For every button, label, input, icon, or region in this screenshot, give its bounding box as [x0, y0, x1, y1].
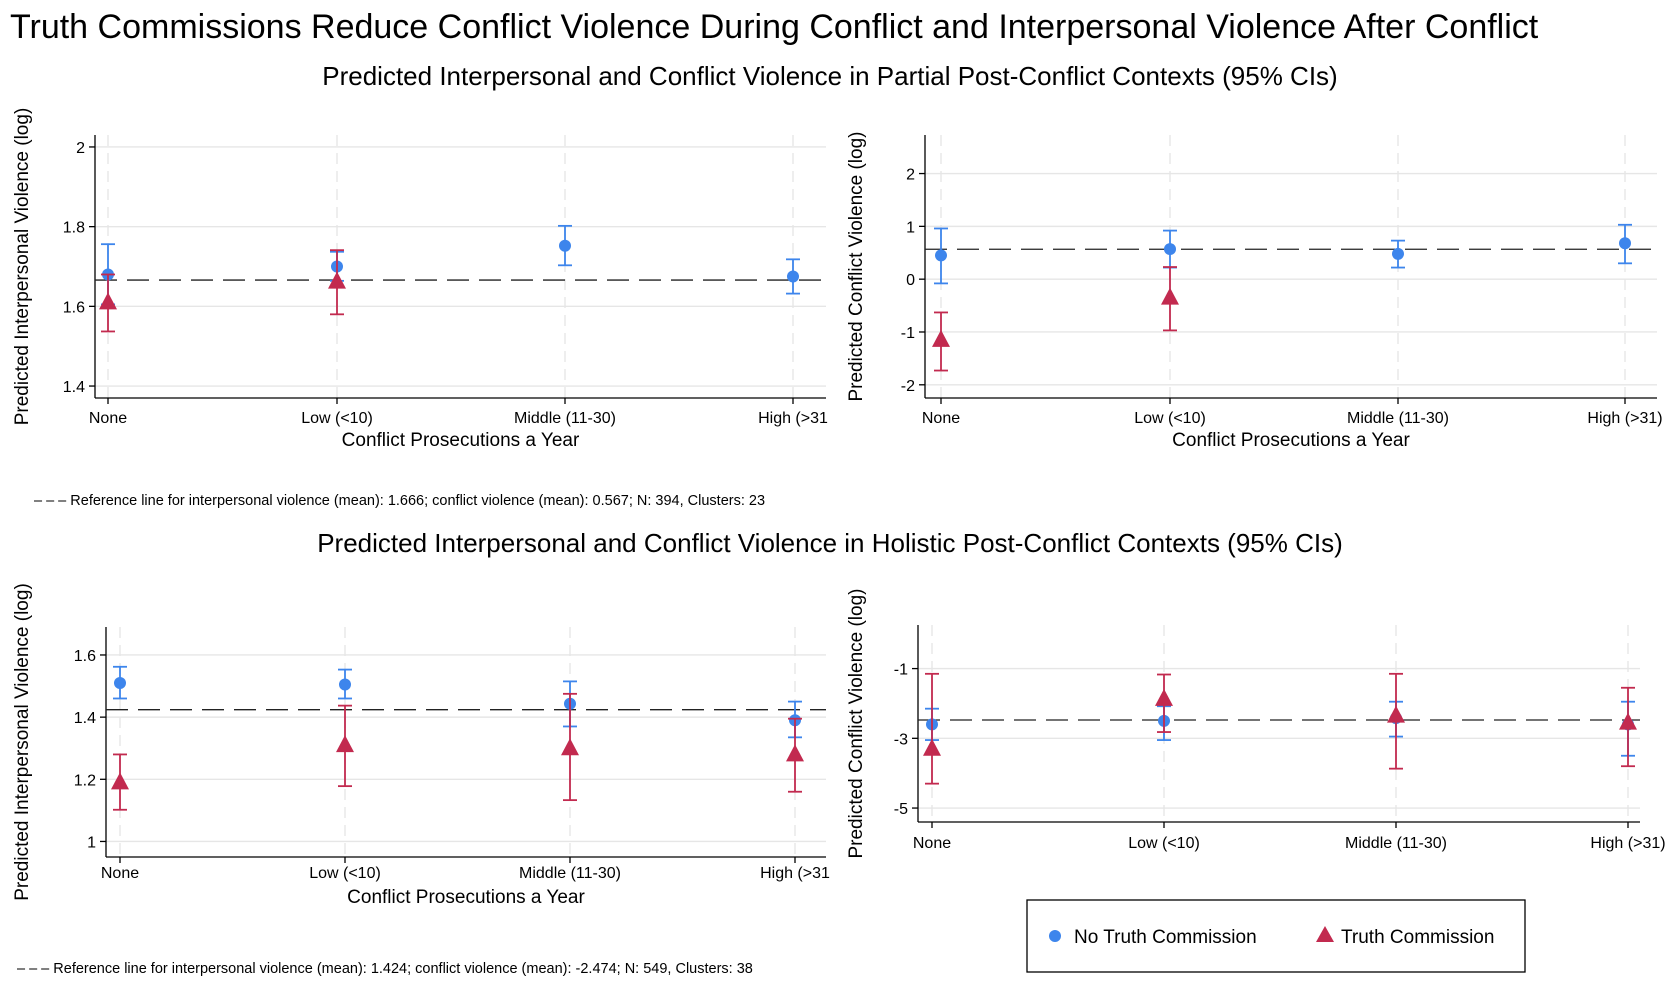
point-no-truth-commission: [935, 249, 947, 262]
y-tick-label: 0: [906, 272, 915, 289]
x-tick-label: High (>31: [758, 410, 828, 427]
point-no-truth-commission: [559, 239, 571, 252]
figure-title: Truth Commissions Reduce Conflict Violen…: [10, 8, 1539, 46]
point-truth-commission: [336, 735, 354, 753]
x-tick-label: Low (<10): [1128, 835, 1200, 852]
point-truth-commission: [786, 744, 804, 762]
partial-note: – – – Reference line for interpersonal v…: [34, 493, 765, 509]
x-tick-label: Low (<10): [1134, 410, 1206, 427]
point-truth-commission: [1619, 712, 1637, 730]
plot-partial-interpersonal: 1.4 1.6 1.8 2 None Low (<10) Middle (11-30) Hig…: [12, 108, 828, 451]
y-axis-label: Predicted Interpersonal Violence (log): [12, 108, 33, 426]
legend-label-tc: Truth Commission: [1341, 927, 1494, 948]
y-tick-label: 1.2: [74, 772, 96, 789]
point-truth-commission: [328, 271, 346, 289]
x-tick-label: None: [913, 835, 951, 852]
x-tick-label: Middle (11-30): [514, 410, 616, 427]
point-truth-commission: [1155, 688, 1173, 706]
plot-holistic-conflict: -5 -3 -1 None Low (<10) Middle (11-30) High (>…: [846, 588, 1666, 858]
y-tick-label: 1.8: [63, 220, 85, 237]
plot-partial-conflict: -2 -1 0 1 2 None Low (<10) Middle (11-30) High (…: [846, 131, 1663, 451]
x-tick-label: Middle (11-30): [1345, 835, 1447, 852]
y-axis-label: Predicted Conflict Violence (log): [846, 588, 867, 858]
point-no-truth-commission: [787, 270, 799, 283]
y-axis-label: Predicted Conflict Violence (log): [846, 131, 867, 401]
point-no-truth-commission: [339, 678, 351, 691]
point-no-truth-commission: [1619, 237, 1631, 250]
point-no-truth-commission: [1392, 247, 1404, 260]
y-tick-label: 1.4: [63, 379, 85, 396]
partial-subtitle: Predicted Interpersonal and Conflict Vio…: [322, 61, 1337, 91]
point-truth-commission: [111, 772, 129, 790]
legend: No Truth Commission Truth Commission: [1026, 899, 1526, 973]
y-tick-label: 2: [76, 140, 85, 157]
x-tick-label: Middle (11-30): [1347, 410, 1449, 427]
x-tick-label: High (>31: [760, 865, 830, 882]
point-no-truth-commission: [114, 676, 126, 689]
point-truth-commission: [99, 292, 117, 310]
x-tick-label: None: [922, 410, 960, 427]
holistic-note: – – – Reference line for interpersonal v…: [17, 961, 753, 977]
x-tick-label: High (>31): [1587, 410, 1662, 427]
y-tick-label: 1: [87, 834, 96, 851]
x-tick-label: Low (<10): [301, 410, 373, 427]
y-tick-label: 2: [906, 167, 915, 184]
y-tick-label: 1.4: [74, 710, 96, 727]
point-truth-commission: [1161, 287, 1179, 305]
y-tick-label: -5: [894, 801, 908, 818]
point-truth-commission: [932, 329, 950, 347]
x-axis-label: Conflict Prosecutions a Year: [347, 887, 585, 908]
point-truth-commission: [1387, 705, 1405, 723]
point-no-truth-commission: [1164, 243, 1176, 256]
x-axis-label: Conflict Prosecutions a Year: [342, 430, 580, 451]
x-tick-label: High (>31): [1590, 835, 1665, 852]
legend-box: [1026, 899, 1526, 973]
x-tick-label: None: [89, 410, 127, 427]
x-tick-label: Low (<10): [309, 865, 381, 882]
y-axis-label: Predicted Interpersonal Violence (log): [12, 583, 33, 901]
point-truth-commission: [923, 738, 941, 756]
holistic-subtitle: Predicted Interpersonal and Conflict Vio…: [317, 528, 1343, 558]
y-tick-label: -1: [894, 662, 908, 679]
point-truth-commission: [561, 738, 579, 756]
y-tick-label: -1: [901, 325, 915, 342]
y-tick-label: 1.6: [63, 299, 85, 316]
x-tick-label: None: [101, 865, 139, 882]
legend-triangle-marker: [1316, 926, 1334, 942]
y-tick-label: -2: [901, 378, 915, 395]
plot-holistic-interpersonal: 1 1.2 1.4 1.6 None Low (<10) Middle (11-30) Hig…: [12, 583, 830, 908]
x-axis-label: Conflict Prosecutions a Year: [1172, 430, 1410, 451]
legend-label-no-tc: No Truth Commission: [1074, 927, 1257, 948]
legend-circle-marker: [1049, 930, 1061, 942]
x-tick-label: Middle (11-30): [519, 865, 621, 882]
y-tick-label: -3: [894, 731, 908, 748]
y-tick-label: 1.6: [74, 648, 96, 665]
y-tick-label: 1: [906, 219, 915, 236]
